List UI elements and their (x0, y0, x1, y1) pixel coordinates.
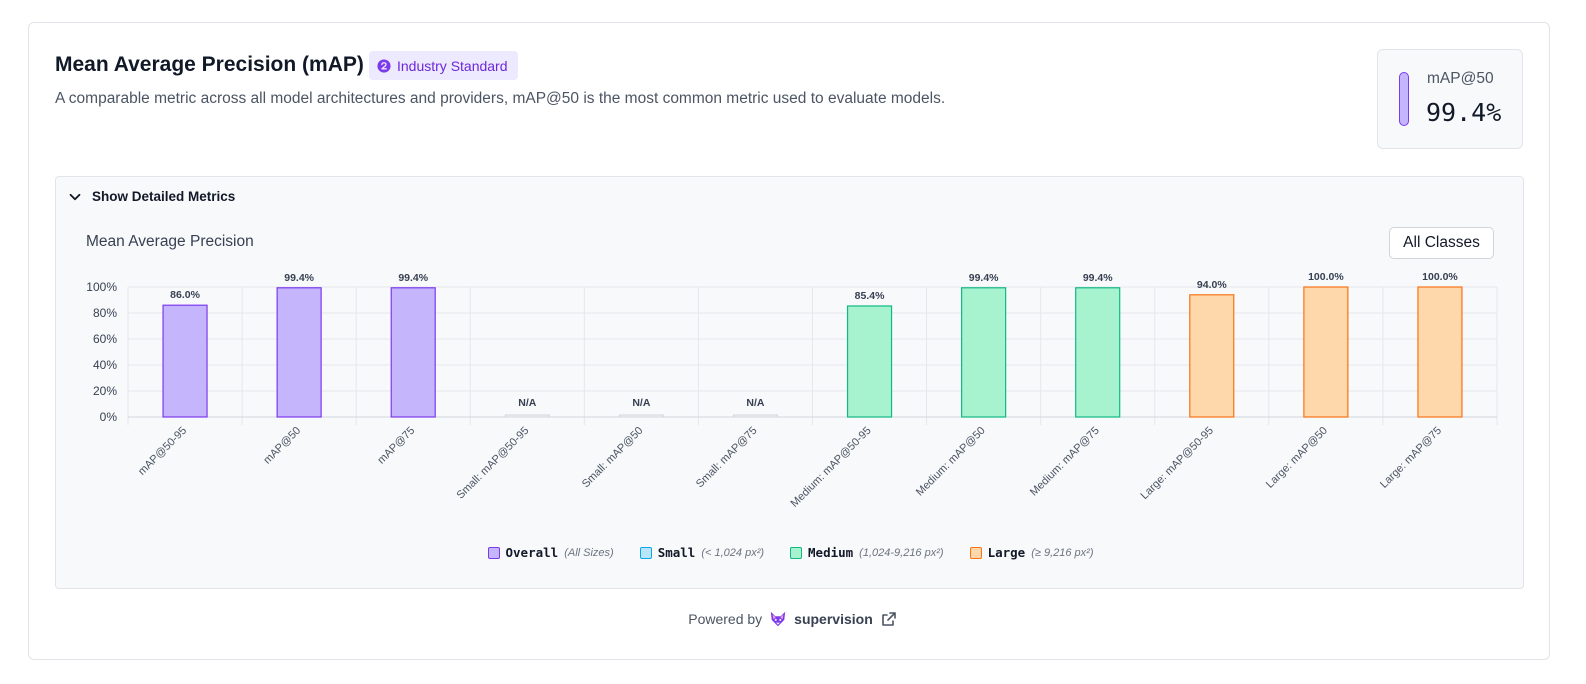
map50-summary-card: mAP@50 99.4% (1377, 49, 1523, 149)
x-tick-label: Large: mAP@50-95 (1139, 425, 1216, 502)
y-tick-label: 80% (93, 306, 117, 320)
y-tick-label: 0% (100, 410, 118, 424)
bar (846, 305, 893, 418)
x-tick-label: Large: mAP@75 (1378, 425, 1444, 491)
detailed-metrics-panel: Show Detailed Metrics Mean Average Preci… (55, 176, 1524, 589)
legend-desc: (1,024-9,216 px²) (859, 546, 944, 559)
bar (961, 287, 1007, 418)
badge-label: Industry Standard (397, 57, 508, 74)
x-tick-label: Medium: mAP@50-95 (789, 425, 874, 510)
x-tick-label: Medium: mAP@75 (1028, 425, 1102, 499)
legend-item-large: Large (≥ 9,216 px²) (969, 545, 1094, 560)
page-title: Mean Average Precision (mAP) (55, 53, 364, 76)
bar-na (618, 414, 664, 418)
show-detailed-metrics-toggle[interactable]: Show Detailed Metrics (68, 189, 235, 204)
bar-value-label: 100.0% (1422, 271, 1458, 283)
x-tick-label: mAP@50 (261, 425, 303, 467)
bar-value-label: N/A (518, 397, 537, 409)
bar (276, 287, 322, 418)
supervision-logo-icon (770, 611, 786, 627)
y-tick-label: 40% (93, 358, 117, 372)
y-tick-label: 60% (93, 332, 117, 346)
legend-name: Medium (808, 545, 854, 560)
bar-na (504, 414, 550, 418)
legend-swatch-large (969, 546, 982, 559)
chart-legend: Overall (All Sizes) Small (< 1,024 px²) … (56, 545, 1525, 560)
bar-value-label: 85.4% (855, 290, 885, 302)
chevron-down-icon (69, 193, 81, 200)
legend-name: Large (987, 545, 1026, 560)
metric-label: mAP@50 (1427, 70, 1494, 87)
metric-color-indicator (1399, 72, 1409, 126)
bar-value-label: 99.4% (398, 272, 428, 284)
x-tick-label: Small: mAP@50 (580, 425, 646, 491)
legend-item-medium: Medium (1,024-9,216 px²) (790, 545, 944, 560)
toggle-label: Show Detailed Metrics (92, 189, 236, 204)
external-link-icon[interactable] (880, 610, 898, 628)
powered-by-label: Powered by (688, 611, 763, 627)
bar-value-label: 86.0% (170, 289, 200, 301)
bar (1417, 286, 1463, 418)
metric-value: 99.4% (1426, 98, 1502, 127)
x-tick-label: Small: mAP@75 (694, 425, 760, 491)
legend-swatch-overall (487, 546, 500, 559)
legend-swatch-small (639, 546, 652, 559)
x-tick-label: Small: mAP@50-95 (455, 425, 532, 502)
bar-value-label: N/A (746, 397, 765, 409)
bar-value-label: N/A (632, 397, 651, 409)
bar-na (732, 414, 778, 418)
bar (1075, 287, 1121, 418)
bar (1189, 294, 1235, 418)
bar-value-label: 94.0% (1197, 279, 1227, 291)
legend-desc: (< 1,024 px²) (701, 546, 765, 559)
y-tick-label: 20% (93, 384, 117, 398)
badge-icon (377, 58, 391, 73)
all-classes-button[interactable]: All Classes (1389, 227, 1494, 259)
x-tick-label: Medium: mAP@50 (914, 425, 988, 499)
bar (162, 304, 208, 418)
x-tick-label: Large: mAP@50 (1264, 425, 1330, 491)
powered-by-footer: Powered by supervision (0, 610, 1586, 628)
bar-value-label: 99.4% (1083, 272, 1113, 284)
bar-value-label: 100.0% (1308, 271, 1344, 283)
legend-name: Small (657, 545, 696, 560)
chart-title: Mean Average Precision (86, 233, 254, 250)
y-tick-label: 100% (86, 280, 117, 294)
bar-value-label: 99.4% (284, 272, 314, 284)
supervision-link[interactable]: supervision (794, 611, 873, 627)
legend-name: Overall (505, 545, 559, 560)
x-tick-label: mAP@50-95 (136, 425, 189, 478)
map-bar-chart: 0% 20% 40% 60% 80% 100% 86.0% mAP@50-95 99.4% mAP… (86, 271, 1498, 510)
page-subtitle: A comparable metric across all model arc… (55, 90, 946, 107)
x-tick-label: mAP@75 (375, 425, 417, 467)
bar (1303, 286, 1349, 418)
legend-swatch-medium (790, 546, 803, 559)
legend-desc: (All Sizes) (564, 546, 614, 559)
bar (390, 287, 436, 418)
bar-value-label: 99.4% (969, 272, 999, 284)
legend-desc: (≥ 9,216 px²) (1031, 546, 1094, 559)
legend-item-overall: Overall (All Sizes) (487, 545, 614, 560)
industry-standard-badge: Industry Standard (369, 51, 518, 80)
legend-item-small: Small (< 1,024 px²) (639, 545, 765, 560)
